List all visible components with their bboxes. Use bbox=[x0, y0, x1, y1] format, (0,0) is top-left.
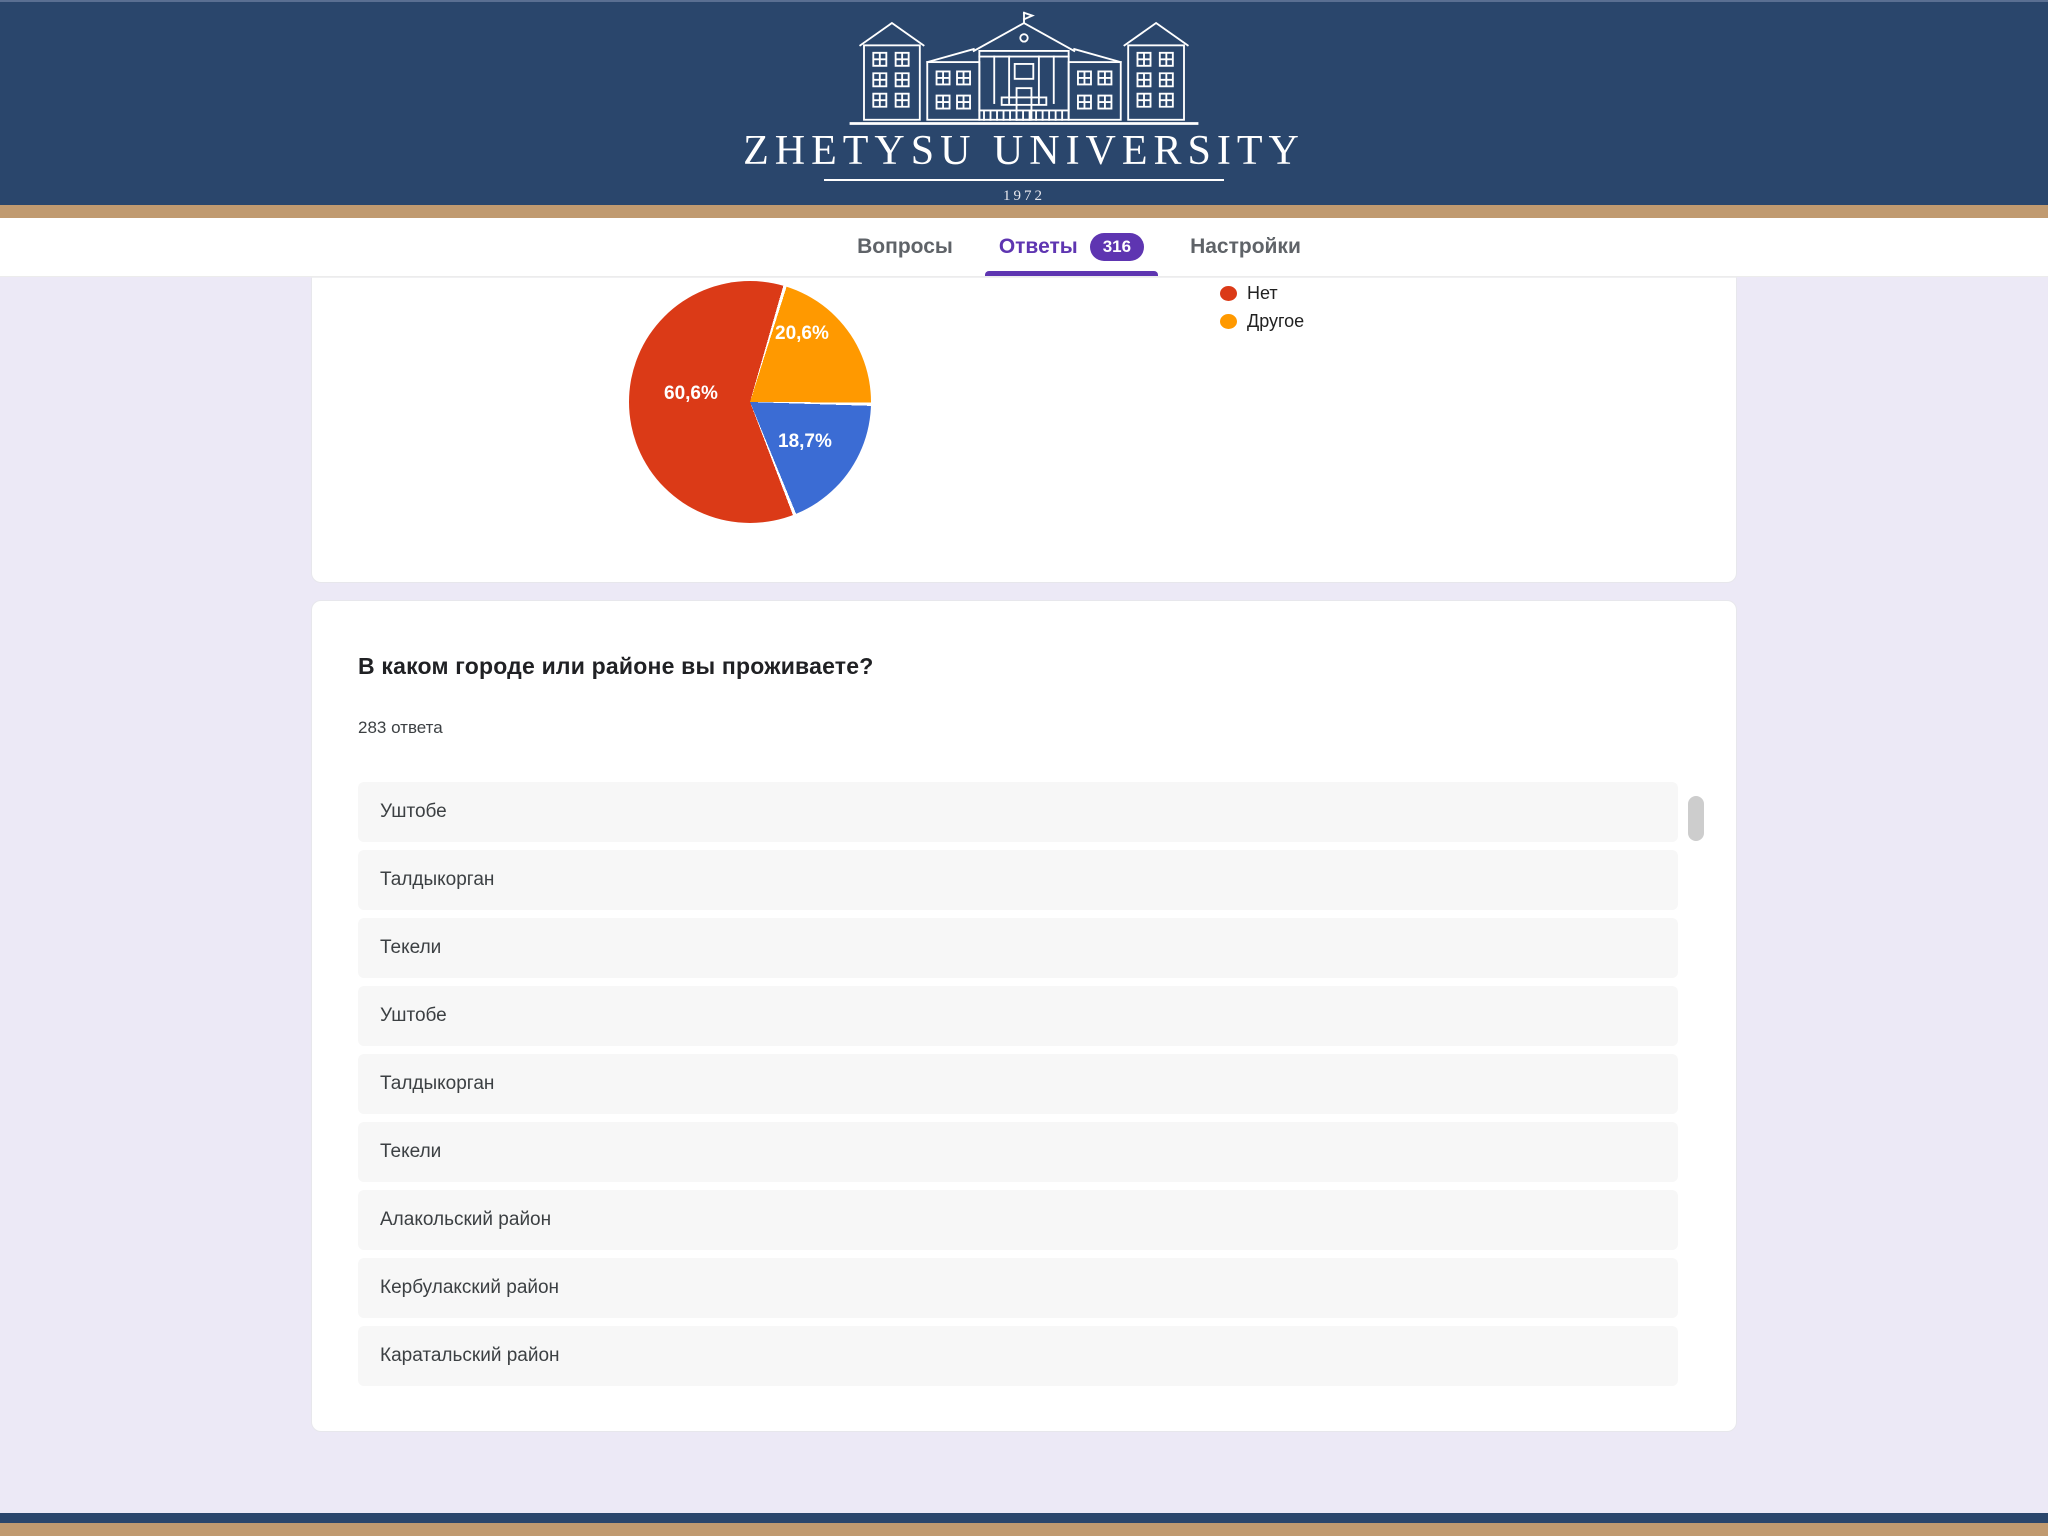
legend-item-drugoe: Другое bbox=[1220, 311, 1304, 332]
answer-text: Талдыкорган bbox=[380, 1073, 495, 1094]
answer-text: Кербулакский район bbox=[380, 1277, 560, 1298]
answer-row: Уштобе bbox=[358, 986, 1678, 1046]
form-tabs-nav: Вопросы Ответы 316 Настройки bbox=[0, 218, 2048, 277]
answer-row: Каратальский район bbox=[358, 1326, 1678, 1386]
answer-row: Кербулакский район bbox=[358, 1258, 1678, 1318]
pie-chart bbox=[629, 281, 871, 523]
pie-label-net: 60,6% bbox=[664, 383, 718, 404]
legend-dot-net bbox=[1220, 286, 1237, 301]
tab-responses[interactable]: Ответы 316 bbox=[984, 218, 1159, 276]
answer-text: Текели bbox=[380, 1141, 442, 1162]
tab-settings[interactable]: Настройки bbox=[1190, 218, 1301, 276]
university-name: ZHETYSU UNIVERSITY bbox=[743, 128, 1305, 175]
responses-count-badge: 316 bbox=[1089, 232, 1145, 262]
tabs-group: Вопросы Ответы 316 Настройки bbox=[857, 218, 1301, 276]
legend-label-net: Нет bbox=[1247, 283, 1278, 303]
established-year: 1972 bbox=[1003, 188, 1045, 204]
answers-list: Уштобе Талдыкорган Текели Уштобе Талдыко… bbox=[358, 782, 1678, 1386]
gold-divider-bar bbox=[0, 205, 2048, 218]
answer-text: Алакольский район bbox=[380, 1209, 552, 1230]
question-title: В каком городе или районе вы проживаете? bbox=[358, 653, 874, 679]
responses-content: 60,6% 20,6% 18,7% Нет Другое В каком гор… bbox=[0, 277, 2048, 1513]
legend-label-drugoe: Другое bbox=[1247, 311, 1305, 331]
answer-text: Каратальский район bbox=[380, 1345, 560, 1366]
answer-text: Текели bbox=[380, 937, 442, 958]
answer-row: Текели bbox=[358, 1122, 1678, 1182]
pie-chart-card: 60,6% 20,6% 18,7% Нет Другое bbox=[311, 277, 1737, 583]
answer-row: Уштобе bbox=[358, 782, 1678, 842]
answer-row: Талдыкорган bbox=[358, 1054, 1678, 1114]
chart-legend: Нет Другое bbox=[1220, 283, 1304, 332]
footer-blue-bar bbox=[0, 1513, 2048, 1523]
tab-questions[interactable]: Вопросы bbox=[857, 218, 953, 276]
university-building-logo bbox=[849, 11, 1199, 125]
answer-row: Алакольский район bbox=[358, 1190, 1678, 1250]
answer-row: Талдыкорган bbox=[358, 850, 1678, 910]
university-header-banner: ZHETYSU UNIVERSITY 1972 bbox=[0, 0, 2048, 205]
logo-underline bbox=[824, 179, 1224, 181]
tab-settings-label: Настройки bbox=[1190, 235, 1301, 258]
tab-responses-label: Ответы bbox=[998, 235, 1078, 258]
question-card: В каком городе или районе вы проживаете?… bbox=[311, 600, 1737, 1432]
pie-label-drugoe: 20,6% bbox=[775, 323, 829, 344]
legend-item-net: Нет bbox=[1220, 283, 1304, 304]
answer-text: Талдыкорган bbox=[380, 869, 495, 890]
answers-scrollbar-thumb[interactable] bbox=[1688, 796, 1704, 841]
answer-text: Уштобе bbox=[380, 1005, 447, 1026]
answer-row: Текели bbox=[358, 918, 1678, 978]
footer-gold-bar bbox=[0, 1523, 2048, 1536]
response-count: 283 ответа bbox=[358, 718, 443, 737]
answer-text: Уштобе bbox=[380, 801, 447, 822]
legend-dot-drugoe bbox=[1220, 314, 1237, 329]
tab-questions-label: Вопросы bbox=[857, 235, 953, 258]
pie-label-blue: 18,7% bbox=[778, 431, 832, 452]
